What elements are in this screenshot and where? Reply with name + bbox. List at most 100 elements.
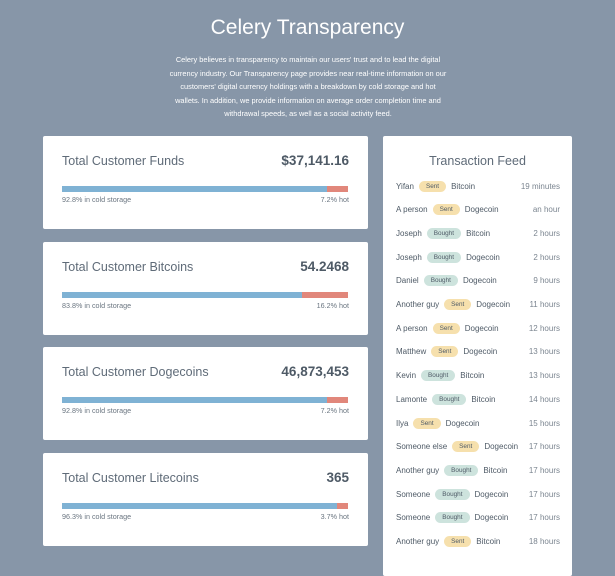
feed-row: Another guy Sent Dogecoin 11 hours: [396, 298, 560, 312]
coin-name: Dogecoin: [463, 347, 498, 357]
user-name: Joseph: [396, 252, 422, 262]
user-name: Another guy: [396, 465, 440, 475]
coin-name: Dogecoin: [484, 442, 519, 452]
user-name: Another guy: [396, 300, 440, 309]
transaction-feed: Transaction Feed Yifan Sent Bitcoin 19 minu…: [383, 136, 572, 576]
card-title: Total Customer Funds: [62, 154, 185, 168]
page: {"header": {"title": "Celery Transparenc…: [43, 16, 572, 576]
action-badge: Bought: [435, 512, 470, 524]
user-name: Daniel: [396, 276, 419, 286]
card-value: 46,873,453: [281, 364, 349, 379]
user-name: A person: [396, 205, 428, 215]
coin-name: Dogecoin: [474, 513, 509, 523]
time-ago: 15 hours: [528, 418, 560, 428]
time-ago: 17 hours: [528, 513, 560, 523]
action-badge: Sent: [413, 417, 441, 429]
coin-name: Bitcoin: [466, 228, 491, 238]
time-ago: 12 hours: [528, 323, 560, 333]
card-value: 365: [326, 469, 349, 485]
cold-segment: [62, 186, 328, 192]
action-badge: Bought: [423, 275, 458, 287]
hot-label: 16.2% hot: [316, 300, 349, 310]
action-badge: Bought: [426, 227, 462, 239]
card-title: Total Customer Dogecoins: [62, 365, 209, 379]
time-ago: an hour: [532, 205, 560, 215]
intro-text: Celery believes in transparency to maint…: [169, 55, 447, 118]
action-badge: Sent: [444, 536, 472, 547]
hot-label: 7.2% hot: [320, 406, 349, 415]
coin-name: Dogecoin: [464, 205, 499, 215]
page-title: Celery Transparency: [210, 16, 405, 39]
time-ago: 18 hours: [528, 537, 560, 546]
user-name: Lamonte: [396, 394, 428, 404]
coin-name: Bitcoin: [451, 181, 476, 191]
coin-name: Dogecoin: [445, 418, 480, 428]
card-value: $37,141.16: [281, 153, 349, 168]
feed-row: Someone Bought Dogecoin 17 hours: [396, 487, 560, 501]
action-badge: Bought: [421, 370, 456, 382]
hot-label: 7.2% hot: [320, 195, 349, 204]
storage-bar: [62, 291, 348, 298]
card-title: Total Customer Litecoins: [62, 470, 199, 485]
user-name: Someone else: [396, 442, 448, 452]
action-badge: Sent: [431, 346, 459, 358]
action-badge: Sent: [452, 441, 480, 453]
time-ago: 13 hours: [528, 347, 560, 357]
stat-card: Total Customer Funds $37,141.16 92.8% in c…: [43, 136, 368, 229]
user-name: Joseph: [396, 228, 422, 238]
coin-name: Bitcoin: [460, 371, 485, 381]
time-ago: 17 hours: [528, 489, 560, 499]
card-value: 54.2468: [300, 258, 349, 274]
hot-segment: [337, 502, 348, 509]
feed-row: Daniel Bought Dogecoin 9 hours: [396, 274, 560, 288]
hot-segment: [301, 291, 348, 298]
cold-label: 92.8% in cold storage: [62, 195, 132, 204]
coin-name: Dogecoin: [474, 489, 509, 499]
cold-segment: [62, 502, 338, 509]
feed-row: Lamonte Bought Bitcoin 14 hours: [396, 392, 560, 406]
time-ago: 11 hours: [529, 300, 560, 309]
time-ago: 2 hours: [533, 252, 560, 262]
user-name: Ilya: [396, 418, 409, 428]
feed-row: Another guy Bought Bitcoin 17 hours: [396, 463, 560, 477]
action-badge: Sent: [432, 204, 460, 216]
action-badge: Sent: [432, 322, 460, 334]
action-badge: Bought: [444, 464, 479, 476]
feed-row: Matthew Sent Dogecoin 13 hours: [396, 345, 560, 359]
stat-card: Total Customer Bitcoins 54.2468 83.8% in c…: [43, 241, 368, 335]
cold-segment: [62, 397, 328, 403]
time-ago: 17 hours: [528, 465, 560, 475]
user-name: Someone: [396, 489, 431, 499]
stat-card: Total Customer Litecoins 365 96.3% in cold…: [43, 452, 368, 546]
user-name: Matthew: [396, 347, 427, 357]
time-ago: 19 minutes: [520, 181, 560, 191]
time-ago: 9 hours: [533, 276, 560, 286]
coin-name: Bitcoin: [483, 465, 508, 475]
cold-segment: [62, 291, 302, 298]
coin-name: Dogecoin: [464, 323, 499, 333]
user-name: A person: [396, 323, 428, 333]
hot-segment: [327, 186, 348, 192]
action-badge: Sent: [444, 299, 472, 310]
feed-row: Ilya Sent Dogecoin 15 hours: [396, 416, 560, 430]
storage-bar: [62, 397, 348, 403]
coin-name: Dogecoin: [476, 300, 511, 309]
cold-label: 92.8% in cold storage: [62, 406, 132, 415]
user-name: Kevin: [396, 371, 417, 381]
coin-name: Bitcoin: [476, 537, 501, 546]
time-ago: 17 hours: [528, 442, 560, 452]
time-ago: 2 hours: [533, 228, 560, 238]
hot-label: 3.7% hot: [320, 511, 349, 521]
feed-row: Yifan Sent Bitcoin 19 minutes: [396, 179, 560, 193]
hot-segment: [327, 397, 348, 403]
user-name: Someone: [396, 513, 431, 523]
time-ago: 14 hours: [528, 394, 560, 404]
action-badge: Bought: [435, 488, 470, 500]
feed-row: Joseph Bought Bitcoin 2 hours: [396, 226, 560, 240]
card-title: Total Customer Bitcoins: [62, 259, 194, 274]
storage-bar: [62, 502, 348, 509]
user-name: Yifan: [396, 181, 414, 191]
storage-bar: [62, 186, 348, 192]
action-badge: Sent: [418, 180, 447, 192]
coin-name: Dogecoin: [466, 252, 500, 262]
